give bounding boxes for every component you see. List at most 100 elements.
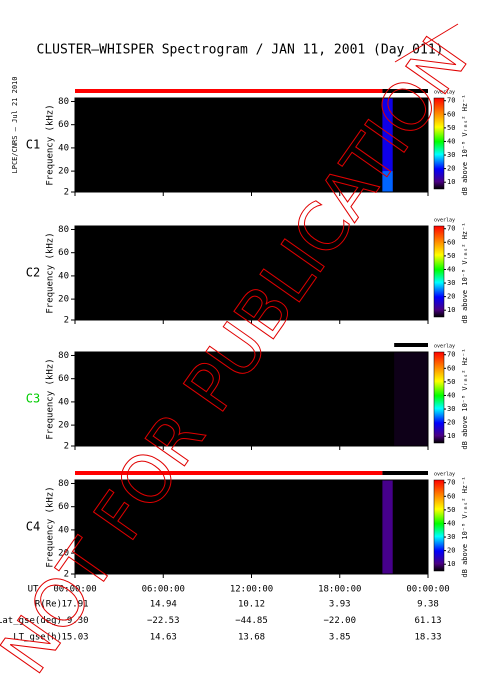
ephemeris-value: −9.30: [61, 616, 88, 626]
y-tick-label: 60: [58, 374, 69, 384]
y-tick-label: 80: [58, 479, 69, 489]
plot-background: [75, 352, 428, 446]
colorbar-tick-label: 20: [447, 419, 455, 427]
ephemeris-value: −44.85: [235, 616, 268, 626]
colorbar-tick-label: 50: [447, 506, 455, 514]
panel-label: C3: [26, 392, 40, 406]
ephemeris-value: −22.00: [323, 616, 356, 626]
credit: LPCE/CNRS – Jul 21 2010: [11, 77, 19, 174]
coverage-bar: [382, 89, 428, 93]
colorbar: [433, 351, 445, 444]
colorbar-tick-label: 10: [447, 560, 455, 568]
y-axis-label: Frequency (kHz): [46, 232, 56, 313]
y-tick-label: 60: [58, 120, 69, 130]
ephemeris-label: LT_gse(h): [13, 633, 62, 643]
y-tick-label: 20: [58, 295, 69, 305]
ephemeris-label: R(Re): [35, 600, 62, 610]
y-tick-label: 40: [58, 525, 69, 535]
colorbar-tick-label: 10: [447, 306, 455, 314]
watermark-stroke: [394, 23, 459, 63]
colorbar-tick-label: 40: [447, 137, 455, 145]
y-tick-label: 80: [58, 225, 69, 235]
colorbar-note: overlay: [434, 472, 455, 478]
ephemeris-value: 10.12: [238, 600, 265, 610]
plot-frame: [74, 97, 429, 193]
y-tick-label: 80: [58, 351, 69, 361]
y-tick-label: 40: [58, 271, 69, 281]
colorbar-tick-label: 40: [447, 519, 455, 527]
colorbar-note: overlay: [434, 218, 455, 224]
colorbar: [433, 479, 445, 572]
colorbar-tick-label: 10: [447, 432, 455, 440]
colorbar-tick-label: 50: [447, 124, 455, 132]
time-axis-label: UT: [28, 585, 39, 595]
y-tick-label: 2: [64, 188, 69, 198]
coverage-bar: [394, 343, 428, 347]
colorbar-tick-label: 70: [447, 97, 455, 105]
y-tick-label: 2: [64, 442, 69, 452]
colorbar-tick-label: 70: [447, 479, 455, 487]
ephemeris-value: 14.94: [150, 600, 177, 610]
plot-frame: [74, 351, 429, 447]
colorbar-tick-label: 40: [447, 391, 455, 399]
y-tick-label: 20: [58, 421, 69, 431]
colorbar-tick-label: 50: [447, 252, 455, 260]
page-title: CLUSTER–WHISPER Spectrogram / JAN 11, 20…: [37, 43, 444, 58]
y-tick-label: 40: [58, 397, 69, 407]
x-tick-label: 00:00:00: [406, 585, 449, 595]
colorbar-note: overlay: [434, 344, 455, 350]
colorbar: [433, 225, 445, 318]
spectral-region: [382, 480, 393, 574]
y-axis-label: Frequency (kHz): [46, 104, 56, 185]
colorbar-tick-label: 60: [447, 110, 455, 118]
colorbar-tick-label: 40: [447, 265, 455, 273]
y-tick-label: 80: [58, 97, 69, 107]
panel-label: C2: [26, 266, 40, 280]
colorbar-tick-label: 60: [447, 364, 455, 372]
colorbar-tick-label: 20: [447, 547, 455, 555]
colorbar: [433, 97, 445, 190]
colorbar-tick-label: 70: [447, 351, 455, 359]
ephemeris-value: 15.03: [61, 633, 88, 643]
coverage-bar: [75, 471, 383, 475]
panel-label: C1: [26, 138, 40, 152]
spectral-region: [394, 352, 428, 446]
panel-label: C4: [26, 520, 40, 534]
colorbar-tick-label: 70: [447, 225, 455, 233]
x-tick-label: 12:00:00: [230, 585, 273, 595]
y-tick-label: 2: [64, 316, 69, 326]
ephemeris-label: Lat_gse(deg): [0, 616, 62, 626]
y-tick-label: 40: [58, 143, 69, 153]
colorbar-tick-label: 60: [447, 238, 455, 246]
colorbar-label: dB above 10⁻⁸ Vᵣₘₛ² Hz⁻¹: [461, 476, 469, 577]
coverage-bar: [75, 89, 383, 93]
ephemeris-value: 14.63: [150, 633, 177, 643]
colorbar-tick-label: 30: [447, 279, 455, 287]
y-axis-label: Frequency (kHz): [46, 486, 56, 567]
ephemeris-value: 61.13: [414, 616, 441, 626]
colorbar-tick-label: 30: [447, 533, 455, 541]
plot-frame: [74, 479, 429, 575]
plot-background: [75, 98, 428, 192]
y-tick-label: 20: [58, 549, 69, 559]
x-tick-label: 18:00:00: [318, 585, 361, 595]
colorbar-tick-label: 50: [447, 378, 455, 386]
plot-frame: [74, 225, 429, 321]
y-tick-label: 2: [64, 570, 69, 580]
ephemeris-value: 3.93: [329, 600, 351, 610]
colorbar-tick-label: 30: [447, 151, 455, 159]
x-tick-label: 06:00:00: [142, 585, 185, 595]
colorbar-tick-label: 20: [447, 293, 455, 301]
ephemeris-value: 3.85: [329, 633, 351, 643]
colorbar-label: dB above 10⁻⁸ Vᵣₘₛ² Hz⁻¹: [461, 94, 469, 195]
coverage-bar: [382, 471, 428, 475]
ephemeris-value: 17.91: [61, 600, 88, 610]
y-tick-label: 60: [58, 502, 69, 512]
spectral-region: [382, 171, 393, 192]
colorbar-tick-label: 10: [447, 178, 455, 186]
ephemeris-value: 18.33: [414, 633, 441, 643]
x-tick-label: 00:00:00: [53, 585, 96, 595]
y-axis-label: Frequency (kHz): [46, 358, 56, 439]
colorbar-tick-label: 60: [447, 492, 455, 500]
